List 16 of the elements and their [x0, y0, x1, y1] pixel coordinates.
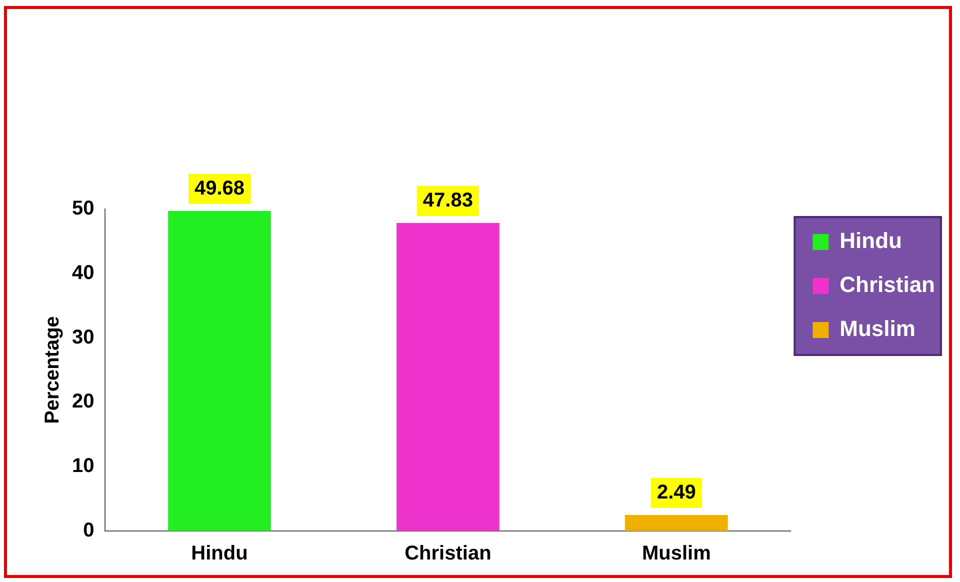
legend-label: Muslim [840, 316, 916, 342]
legend-label: Christian [840, 272, 936, 298]
x-tick-label: Hindu [191, 542, 248, 565]
data-label: 47.83 [422, 189, 473, 212]
y-tick-label: 30 [72, 326, 94, 348]
x-tick-label: Christian [404, 542, 492, 565]
y-tick-label: 40 [72, 262, 94, 284]
y-tick-label: 10 [72, 455, 94, 478]
y-tick-label: 20 [72, 390, 94, 413]
y-axis-title: Percentage [42, 316, 64, 424]
data-label: 2.49 [656, 481, 696, 504]
y-tick-label: 0 [83, 520, 94, 542]
legend-label: Hindu [840, 228, 902, 254]
x-tick-label: Muslim [642, 542, 711, 565]
data-label: 49.68 [194, 178, 245, 200]
y-tick-label: 50 [72, 198, 94, 220]
